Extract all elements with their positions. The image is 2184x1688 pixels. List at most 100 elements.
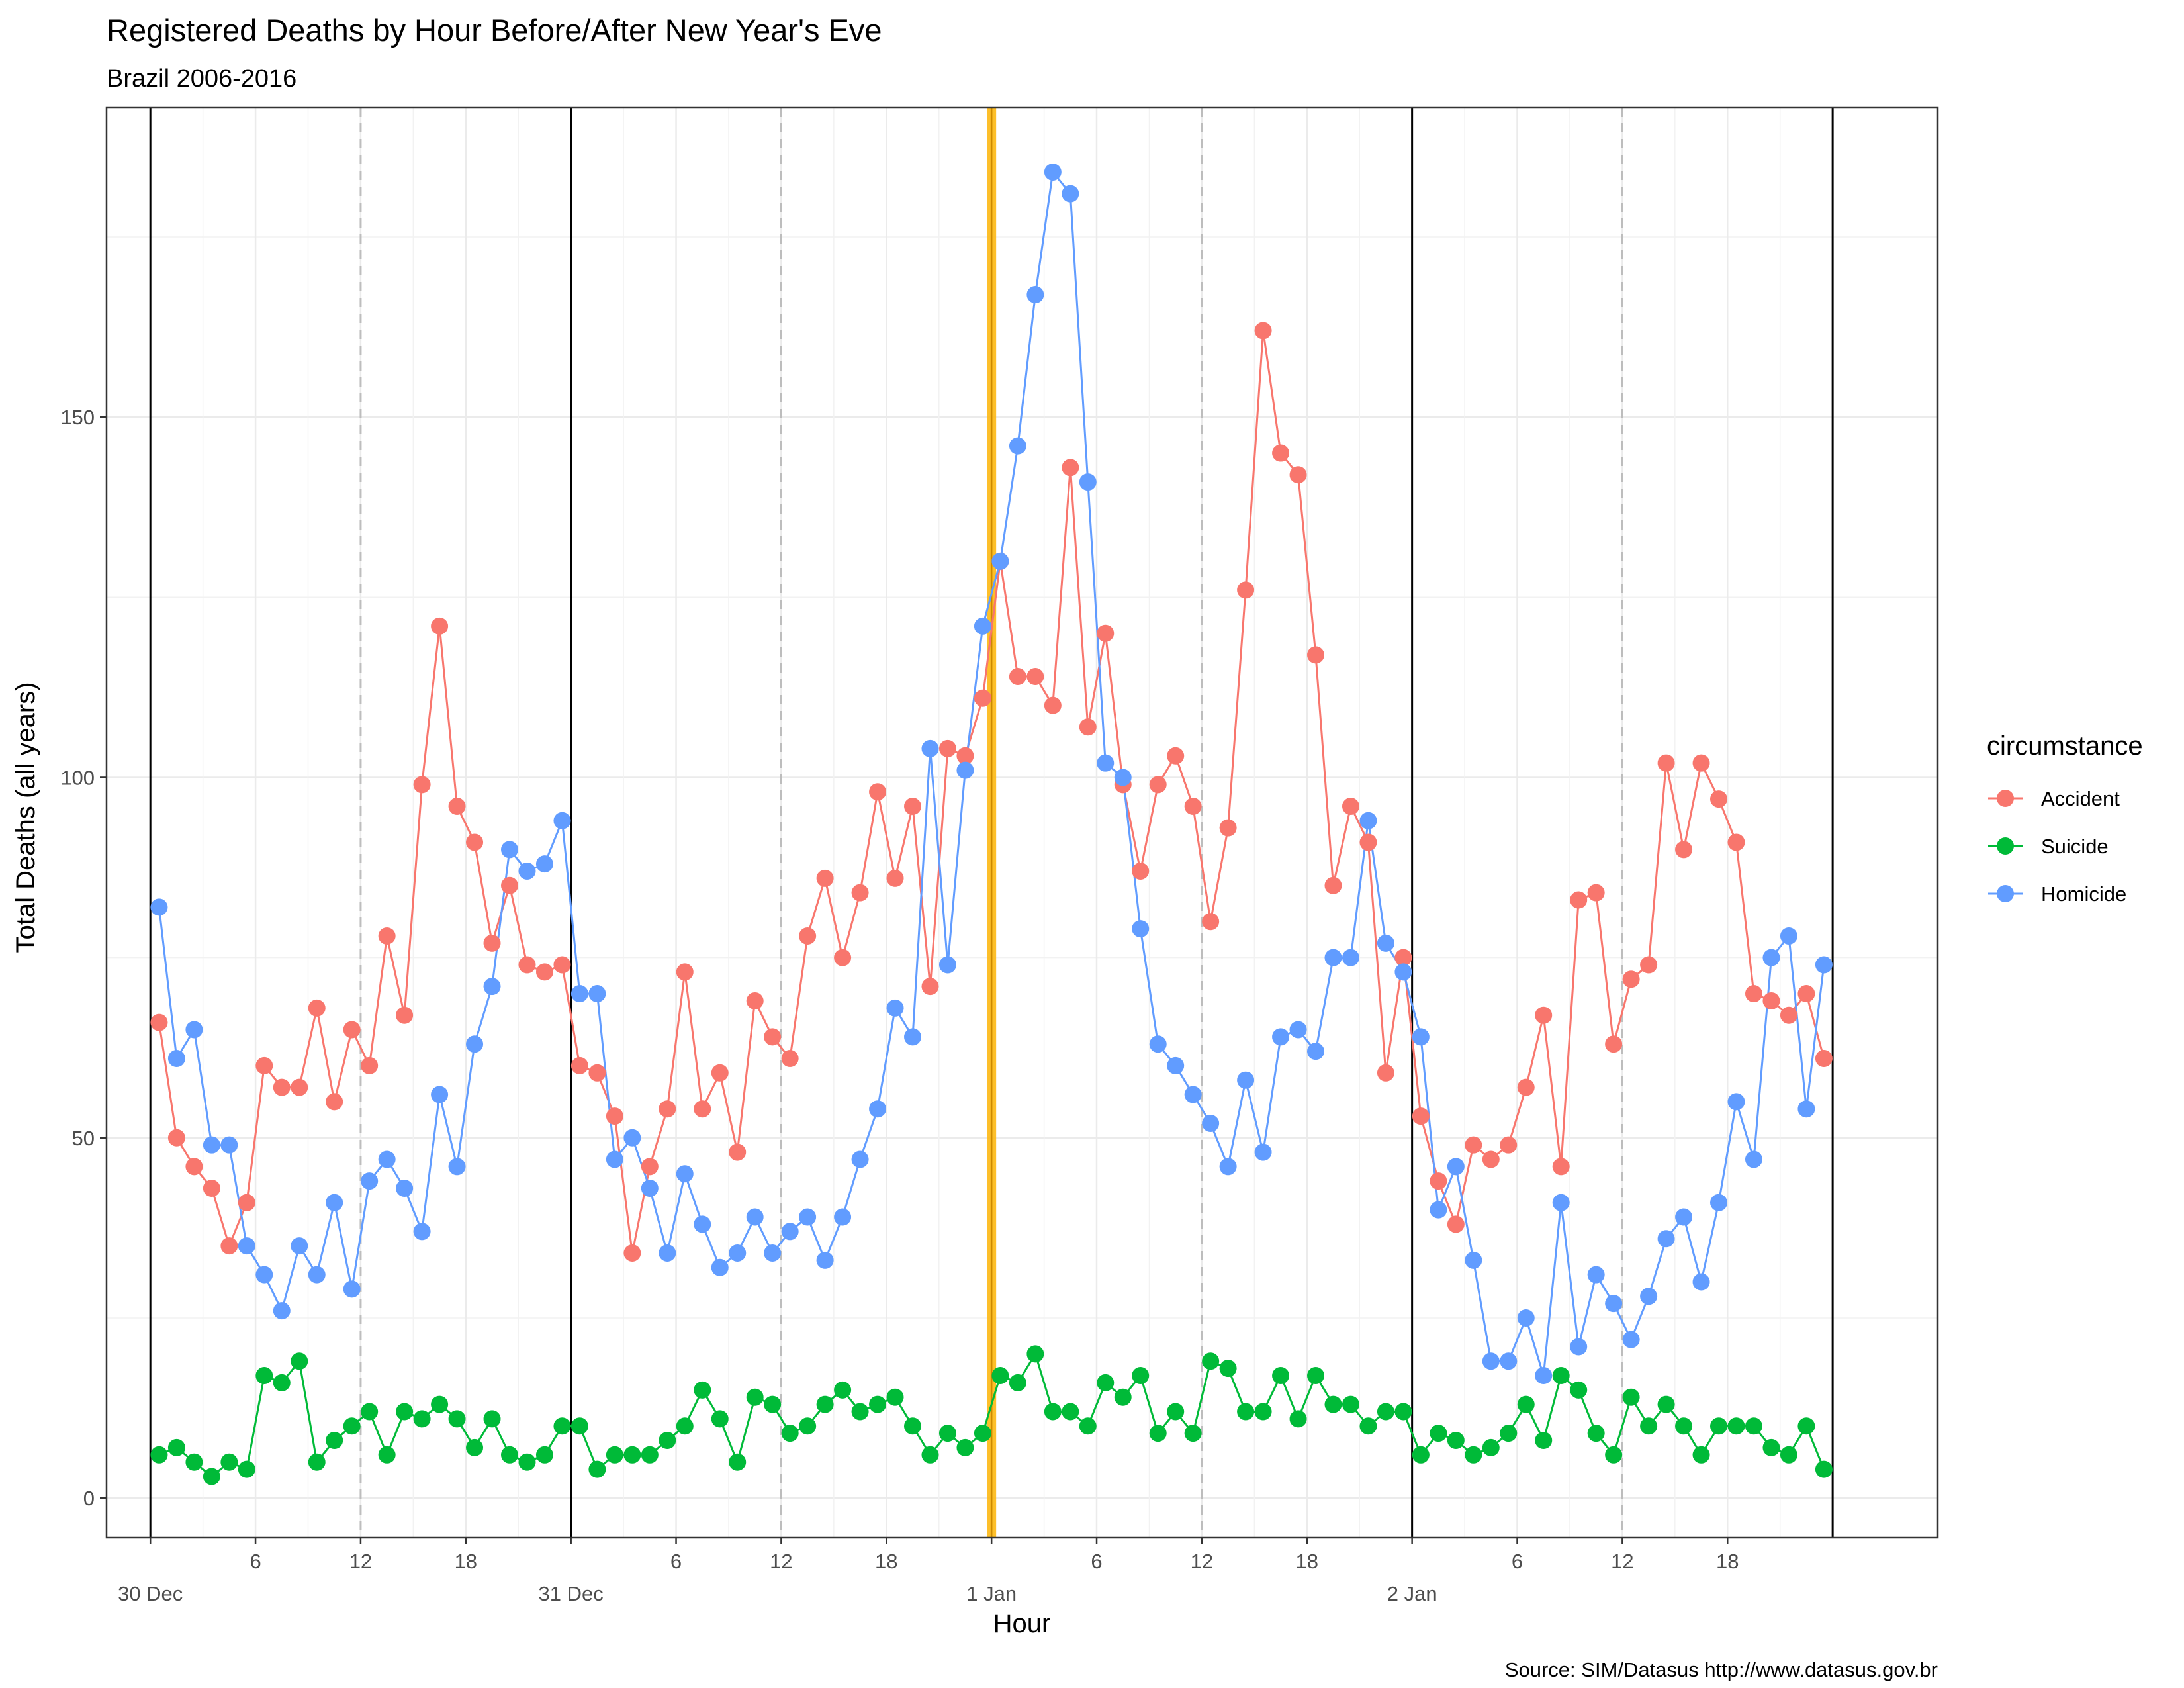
data-point-homicide [1640,1288,1658,1305]
data-point-homicide [1727,1093,1745,1111]
data-point-accident [1289,466,1307,484]
x-tick-label: 12 [1191,1550,1213,1573]
data-point-accident [904,798,922,816]
data-point-accident [343,1021,361,1039]
data-point-homicide [1710,1194,1728,1211]
data-point-accident [1237,581,1255,599]
data-point-suicide [1149,1425,1167,1442]
data-point-homicide [1307,1043,1325,1060]
data-point-homicide [781,1223,799,1241]
data-point-homicide [1219,1158,1237,1176]
data-point-suicide [483,1410,501,1428]
x-day-label: 30 Dec [118,1582,183,1605]
data-point-accident [291,1078,308,1096]
data-point-homicide [1605,1295,1623,1313]
x-tick-label: 18 [875,1550,897,1573]
data-point-homicide [1324,949,1342,966]
data-point-accident [518,956,536,974]
legend-label-suicide: Suicide [2041,835,2109,858]
data-point-accident [413,776,431,794]
data-point-accident [1692,754,1710,772]
data-point-suicide [1605,1446,1623,1464]
data-point-accident [1640,956,1658,974]
data-point-homicide [1517,1309,1535,1327]
data-point-homicide [746,1208,764,1226]
data-point-suicide [1044,1403,1062,1421]
data-point-accident [448,798,466,816]
data-point-accident [974,689,991,707]
data-point-suicide [518,1453,536,1471]
x-tick-label: 6 [250,1550,261,1573]
data-point-homicide [1272,1028,1290,1046]
data-point-homicide [167,1050,185,1068]
data-point-accident [1044,696,1062,714]
data-point-suicide [150,1446,168,1464]
data-point-homicide [1622,1331,1640,1348]
data-point-suicide [1762,1438,1780,1456]
legend-key-point-suicide [1997,837,2014,855]
data-point-accident [1202,913,1220,931]
legend: circumstance Accident Suicide Homicide [1987,731,2143,906]
data-point-suicide [746,1388,764,1406]
data-point-homicide [1412,1028,1430,1046]
x-day-label: 2 Jan [1387,1582,1437,1605]
legend-key-point-homicide [1997,885,2014,902]
data-point-homicide [1237,1071,1255,1089]
data-point-homicide [273,1302,291,1320]
legend-title: circumstance [1987,731,2143,761]
data-point-suicide [1026,1345,1044,1363]
plot-panel [107,107,1938,1538]
data-point-homicide [220,1136,238,1154]
data-point-homicide [501,841,519,859]
data-point-homicide [1675,1208,1693,1226]
data-point-suicide [1657,1395,1675,1413]
data-point-suicide [238,1460,255,1478]
data-point-homicide [991,552,1009,570]
data-point-accident [396,1006,414,1024]
data-point-accident [273,1078,291,1096]
legend-label-accident: Accident [2041,787,2120,810]
x-tick-label: 12 [770,1550,792,1573]
data-point-suicide [343,1417,361,1435]
x-tick-label: 18 [1296,1550,1318,1573]
data-point-suicide [1622,1388,1640,1406]
data-point-suicide [851,1403,869,1421]
y-tick-label: 0 [83,1487,95,1510]
data-point-accident [746,992,764,1009]
data-point-suicide [729,1453,747,1471]
data-point-suicide [185,1453,203,1471]
data-point-suicide [570,1417,588,1435]
panel-border [105,106,1939,1539]
x-tick-label: 12 [349,1550,372,1573]
data-point-accident [1447,1215,1465,1233]
data-point-homicide [535,855,553,873]
data-point-accident [1570,891,1588,909]
data-point-accident [1079,718,1097,736]
data-point-accident [1587,884,1605,902]
data-point-accident [694,1100,711,1118]
data-point-accident [764,1028,782,1046]
data-point-homicide [1797,1100,1815,1118]
data-point-suicide [308,1453,326,1471]
data-point-homicide [553,812,571,829]
data-point-accident [1605,1035,1623,1053]
data-point-suicide [799,1417,817,1435]
data-point-accident [308,999,326,1017]
data-point-homicide [711,1258,729,1276]
data-point-homicide [483,978,501,996]
data-point-accident [203,1179,220,1197]
x-tick-label: 6 [670,1550,682,1573]
data-point-homicide [816,1251,834,1269]
data-point-suicide [1552,1367,1570,1385]
data-point-suicide [921,1446,939,1464]
data-point-homicide [904,1028,922,1046]
data-point-homicide [974,617,991,635]
data-point-suicide [1184,1425,1202,1442]
data-point-accident [185,1158,203,1176]
data-point-homicide [1465,1251,1482,1269]
data-point-suicide [659,1432,676,1450]
data-point-homicide [623,1129,641,1147]
data-point-suicide [1307,1367,1325,1385]
data-point-homicide [238,1237,255,1255]
reference-lines [149,107,1834,1538]
